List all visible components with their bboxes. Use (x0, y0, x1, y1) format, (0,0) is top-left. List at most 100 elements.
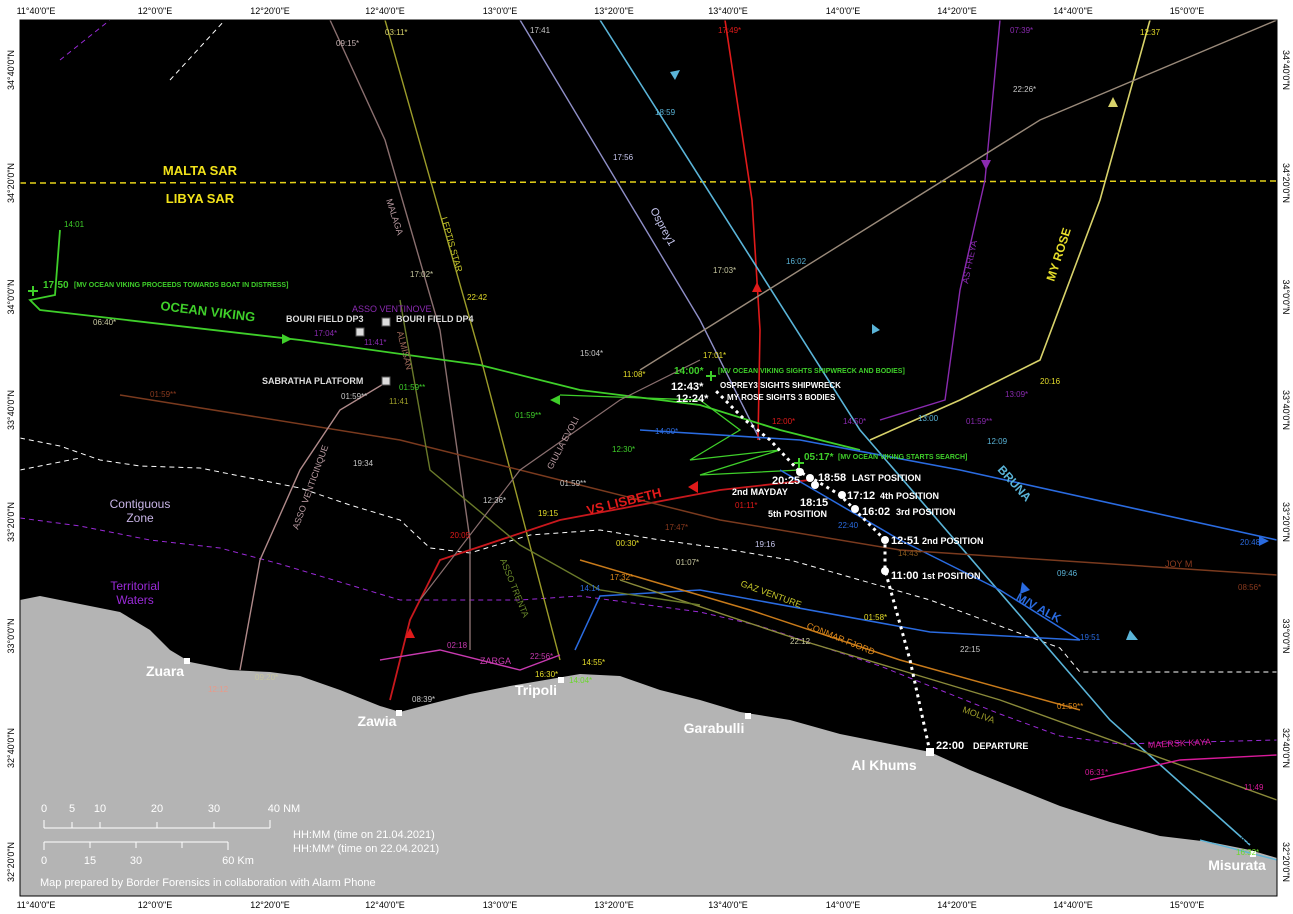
track-bruna (599, 19, 1251, 846)
track-as-freya (879, 19, 1001, 421)
arrow-freya (981, 160, 991, 170)
time-label: 17:01* (703, 351, 726, 360)
time-label: 17:49* (718, 26, 741, 35)
left-axis-tick: 33°40'0"N (6, 390, 16, 430)
marker-dp3 (355, 327, 365, 337)
right-axis-tick: 33°40'0"N (1281, 390, 1291, 430)
marker-departure (926, 748, 934, 756)
top-axis-tick: 12°40'0"E (365, 6, 405, 16)
track-conmar-fjord (579, 559, 1081, 711)
track-zarga (379, 649, 561, 671)
time-label: 01:11* (735, 501, 758, 510)
time-label: 11:49 (1244, 783, 1264, 792)
scale-nm-tick: 10 (94, 803, 106, 815)
time-label: 01:59** (1057, 702, 1083, 711)
time-label: 16:02 (786, 257, 807, 266)
track-malaga (329, 19, 471, 650)
time-label: 14:14 (580, 584, 601, 593)
city-zawia: Zawia (358, 713, 397, 729)
time-label: 17:47* (665, 523, 688, 532)
time-label: 01:59** (399, 383, 425, 392)
top-axis-tick: 13°20'0"E (594, 6, 634, 16)
time-label: 22:56* (530, 652, 553, 661)
axis-strip-bottom (0, 896, 1293, 914)
time-label: 01:59** (966, 417, 992, 426)
marker-zuara (184, 658, 190, 664)
scale-km-tick: 60 Km (222, 855, 254, 867)
time-label: 18:59 (655, 108, 676, 117)
arrow-bruna-north (670, 70, 680, 80)
city-garabulli: Garabulli (684, 720, 745, 736)
contiguous-zone-line (19, 437, 1277, 673)
left-axis-tick: 34°0'0"N (6, 279, 16, 314)
time-label: 11:08* (623, 370, 646, 379)
time-label: 19:16 (755, 540, 776, 549)
marker-dp4 (381, 317, 391, 327)
city-markers (184, 658, 1256, 857)
time-label: 07:39* (1010, 26, 1033, 35)
arrow-ocean-viking (282, 334, 292, 344)
time-label: 13:00 (918, 414, 939, 423)
track-leptis-star (384, 19, 561, 661)
bottom-axis-tick: 14°20'0"E (937, 900, 977, 910)
bottom-axis-tick: 12°40'0"E (365, 900, 405, 910)
osprey-sights-text: OSPREY3 SIGHTS SHIPWRECK (720, 381, 841, 390)
time-label: 08:39* (412, 695, 435, 704)
pos1-label: 1st POSITION (922, 571, 981, 581)
time-label: 09:15* (336, 39, 359, 48)
top-axis-tick: 15°0'0"E (1170, 6, 1205, 16)
city-zuara: Zuara (146, 663, 184, 679)
marker-pos1 (881, 567, 889, 575)
top-axis-tick: 14°40'0"E (1053, 6, 1093, 16)
osprey-sights-time: 12:43* (671, 381, 704, 393)
time-label: 12:09 (987, 437, 1008, 446)
time-label: 12:37 (1140, 28, 1161, 37)
vessel-asso-ventinove: ASSO VENTINOVE (352, 304, 432, 314)
time-label: 19:34 (353, 459, 374, 468)
marker-pos4 (838, 491, 846, 499)
city-al-khums: Al Khums (851, 757, 917, 773)
time-label: 14:50* (843, 417, 866, 426)
arrow-bruna-mid (872, 324, 880, 334)
time-label: 14:04* (569, 676, 592, 685)
bottom-axis-tick: 12°0'0"E (138, 900, 173, 910)
time-label: 22:15 (960, 645, 981, 654)
time-label: 15:04* (580, 349, 603, 358)
right-axis-tick: 32°40'0"N (1281, 728, 1291, 768)
marker-zawia (396, 710, 402, 716)
ov-search-text: [MV OCEAN VIKING STARTS SEARCH] (838, 454, 967, 461)
ov-proceeds-time: 17:50 (43, 280, 69, 291)
axis-strip-right (1277, 0, 1293, 914)
time-label: 17:03* (713, 266, 736, 275)
track-my-rose (869, 19, 1151, 441)
scale-nm-tick: 40 NM (268, 803, 300, 815)
scale-km-tick: 0 (41, 855, 47, 867)
scale-nm-tick: 0 (41, 803, 47, 815)
time-label: 01:58* (864, 613, 887, 622)
time-label: 12:36* (483, 496, 506, 505)
scale-km-tick: 30 (130, 855, 142, 867)
time-label: 01:07* (676, 558, 699, 567)
vessel-joy-m: JOY M (1165, 559, 1192, 569)
time-label: 19:15 (538, 509, 559, 518)
myrose-sights-time: 12:24* (676, 393, 709, 405)
time-label: 19:51 (1080, 633, 1101, 642)
label-sabratha: SABRATHA PLATFORM (262, 376, 363, 386)
time-label: 13:09* (1005, 390, 1028, 399)
pos3-label: 3rd POSITION (896, 507, 956, 517)
platform-markers (355, 317, 391, 386)
pos4-label: 4th POSITION (880, 491, 939, 501)
time-label: 09:20* (255, 673, 278, 682)
track-grey-ne (639, 19, 1278, 371)
top-axis-tick: 14°0'0"E (826, 6, 861, 16)
scale-bar (43, 820, 271, 850)
left-axis-tick: 34°20'0"N (6, 163, 16, 203)
track-ocean-viking (28, 229, 861, 451)
arrow-my-rose (1108, 97, 1118, 107)
time-label: 17:32* (610, 573, 633, 582)
city-tripoli: Tripoli (515, 682, 557, 698)
time-label: 12:12 (208, 685, 229, 694)
bottom-axis-tick: 13°0'0"E (483, 900, 518, 910)
right-axis-tick: 34°0'0"N (1281, 279, 1291, 314)
label-dp4: BOURI FIELD DP4 (396, 314, 474, 324)
